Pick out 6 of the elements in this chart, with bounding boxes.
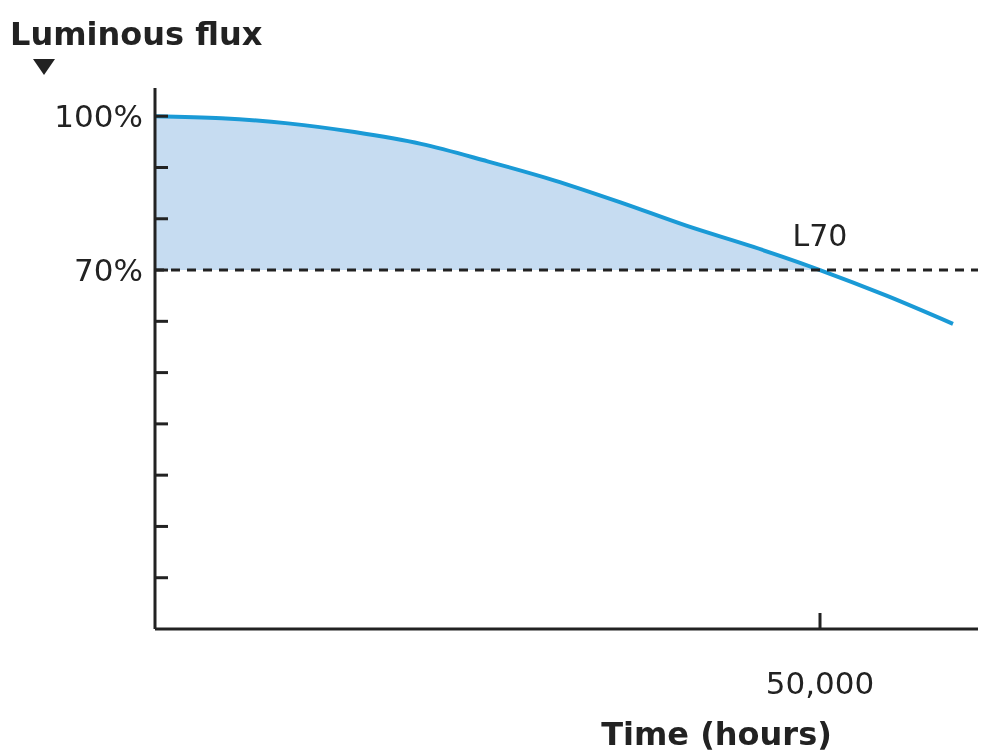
annotation: L70 [792,218,848,254]
x-axis-title: Time (hours) [601,715,832,753]
y-tick-label: 100% [54,98,143,135]
y-tick-label: 70% [74,251,143,288]
y-axis-title: Luminous flux [10,15,263,53]
x-tick-label: 50,000 [765,665,875,701]
